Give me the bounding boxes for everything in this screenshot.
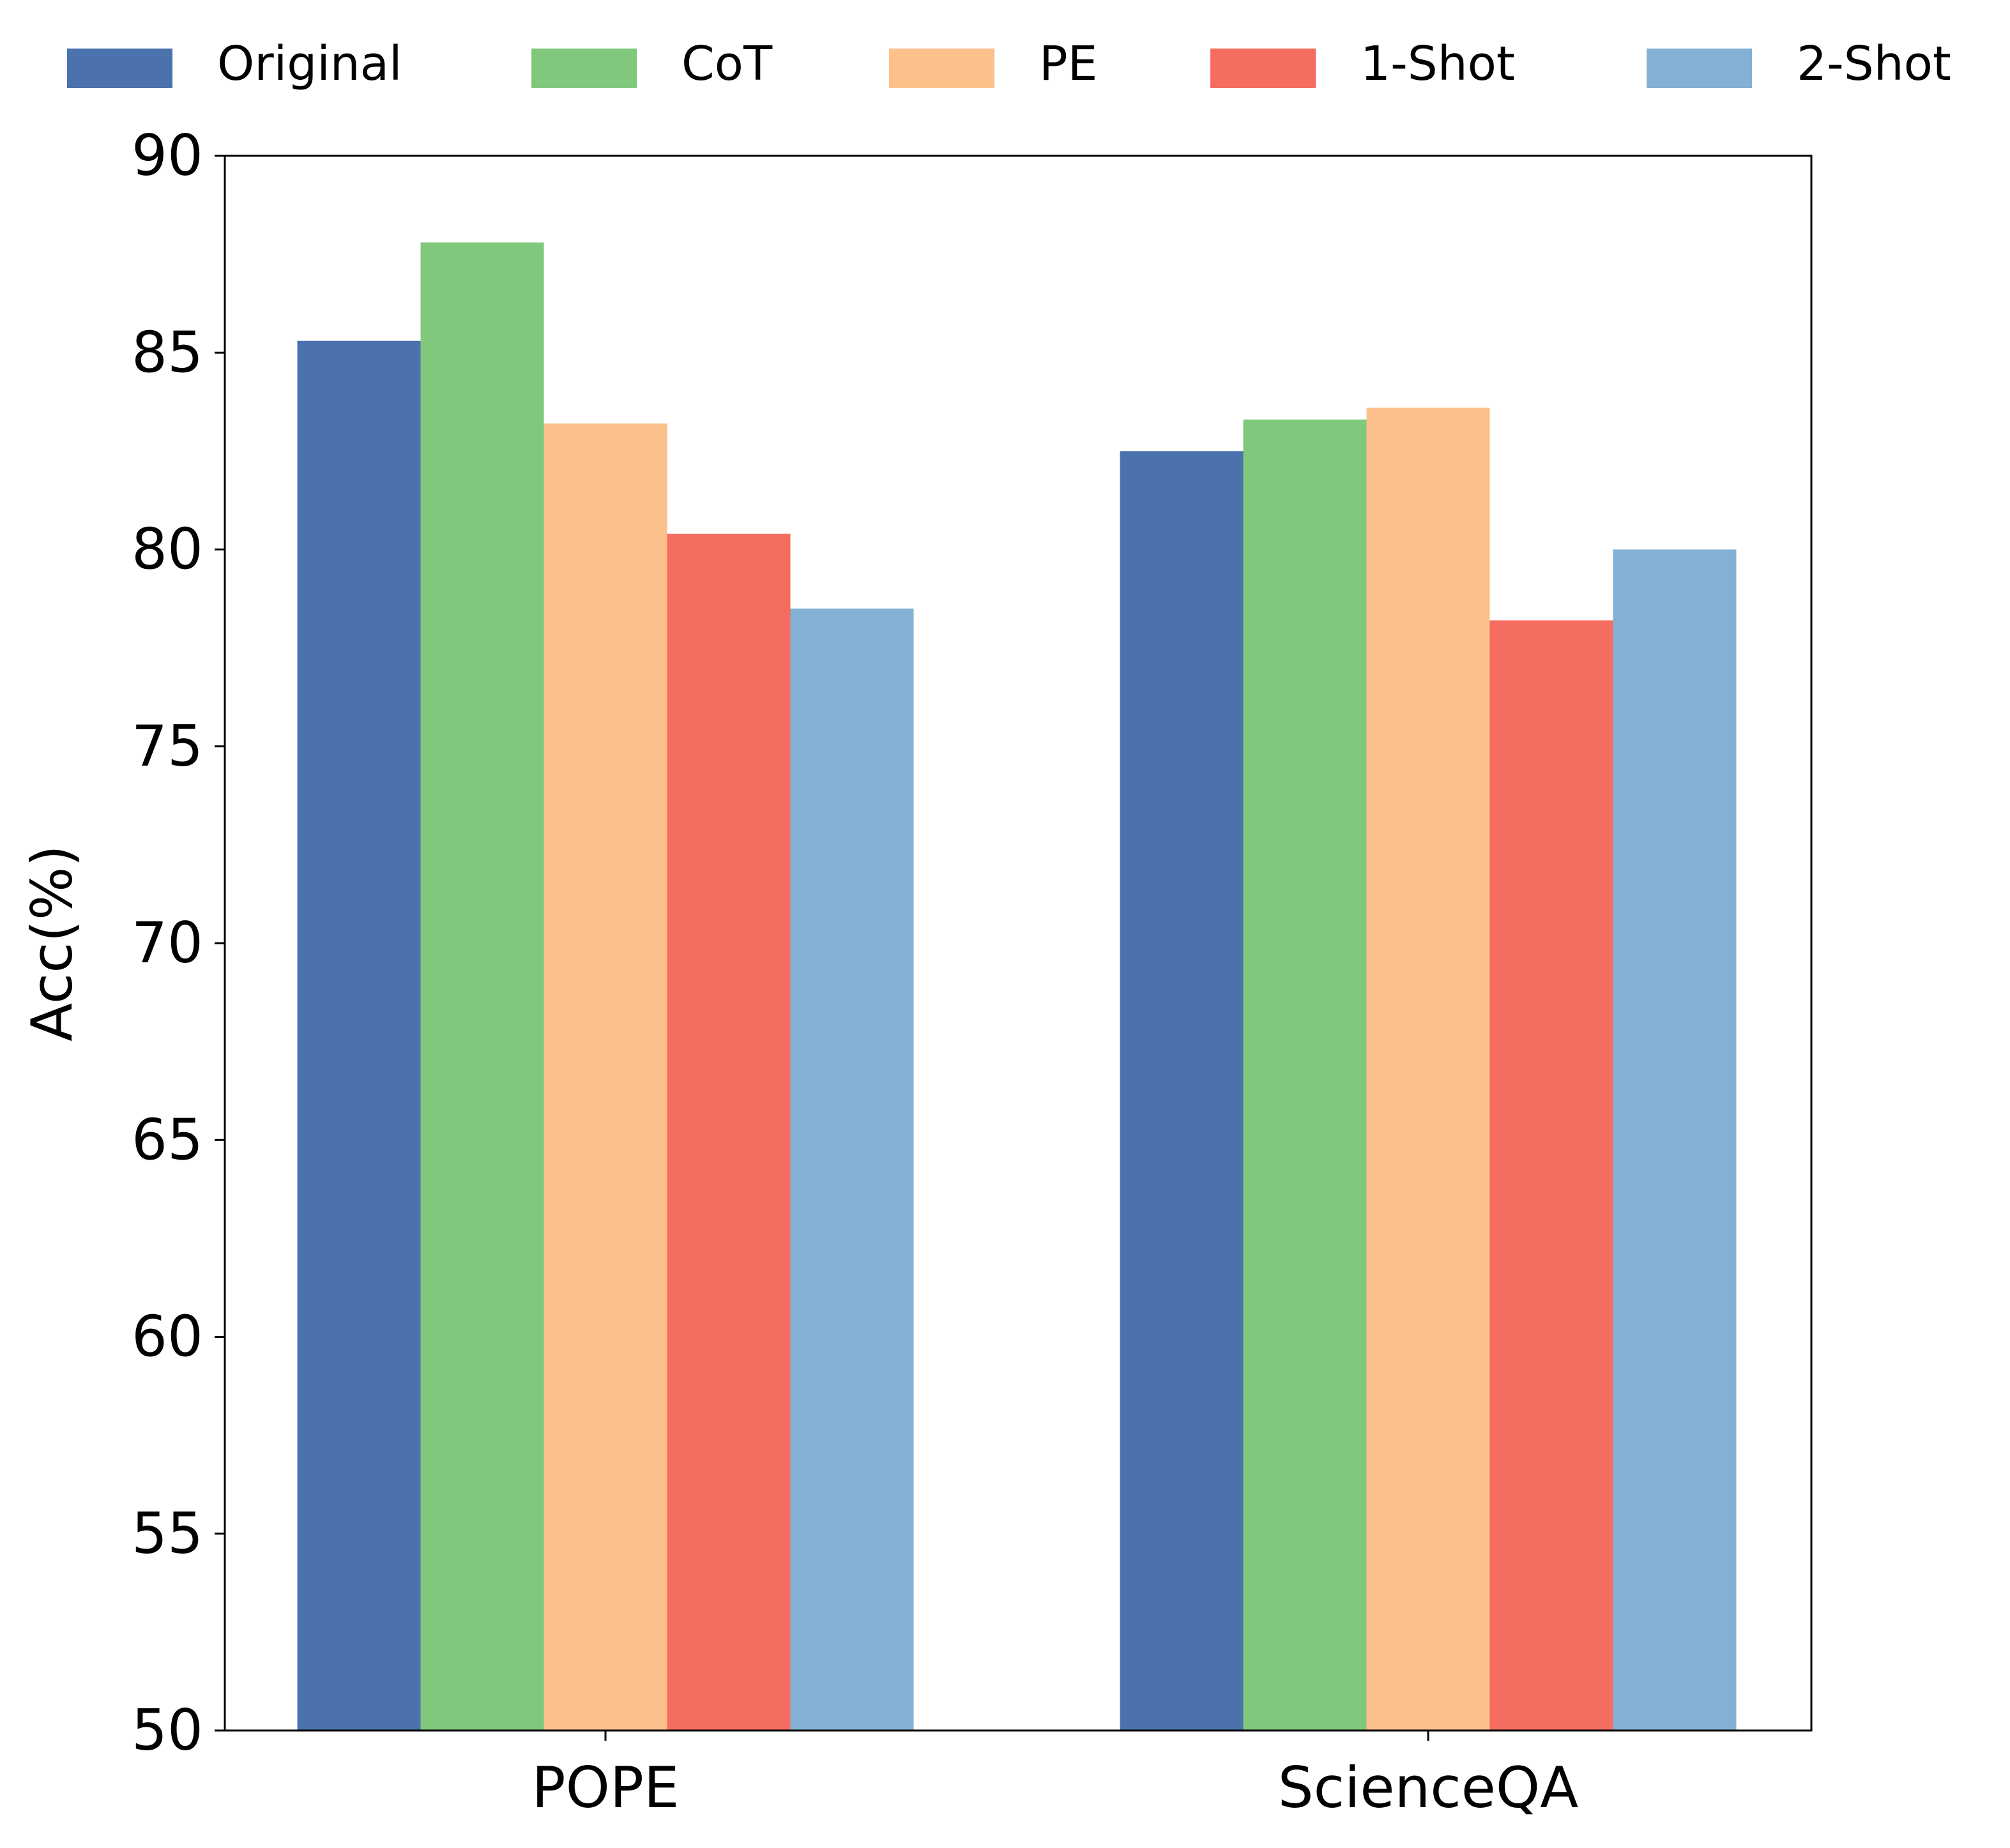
- bar-scienceqa-pe: [1366, 407, 1490, 1731]
- y-tick-label: 85: [132, 319, 203, 385]
- y-tick-label: 75: [132, 713, 203, 779]
- legend-label: Original: [217, 36, 402, 91]
- legend-label: 2-Shot: [1797, 36, 1951, 91]
- y-tick-label: 80: [132, 517, 203, 582]
- bar-pope-cot: [420, 242, 544, 1731]
- legend: Original CoT PE 1-Shot 2-Shot: [67, 36, 1951, 91]
- bar-scienceqa-2-shot: [1613, 549, 1737, 1731]
- legend-item-2-shot: 2-Shot: [1647, 36, 1951, 91]
- legend-label: PE: [1039, 36, 1097, 91]
- y-tick-label: 60: [132, 1304, 203, 1370]
- legend-swatch: [1647, 49, 1752, 88]
- bars: [297, 242, 1737, 1731]
- legend-swatch: [67, 49, 172, 88]
- legend-label: CoT: [681, 36, 773, 91]
- legend-item-cot: CoT: [531, 36, 773, 91]
- x-tick-label: POPE: [532, 1755, 680, 1821]
- y-axis-label: Acc(%): [19, 845, 85, 1041]
- legend-item-original: Original: [67, 36, 402, 91]
- y-tick-label: 70: [132, 910, 203, 976]
- bar-scienceqa-cot: [1243, 420, 1367, 1731]
- legend-swatch: [1210, 49, 1316, 88]
- legend-item-1-shot: 1-Shot: [1210, 36, 1515, 91]
- legend-label: 1-Shot: [1360, 36, 1515, 91]
- y-axis: 50 55 60 65 70 75 80 85 90: [132, 123, 225, 1763]
- y-tick-label: 55: [132, 1501, 203, 1566]
- bar-pope-original: [297, 340, 421, 1731]
- x-tick-label: ScienceQA: [1278, 1755, 1579, 1821]
- bar-pope-2-shot: [790, 608, 914, 1731]
- legend-swatch: [889, 49, 994, 88]
- legend-item-pe: PE: [889, 36, 1097, 91]
- bar-pope-pe: [544, 423, 667, 1731]
- bar-scienceqa-1-shot: [1489, 620, 1613, 1731]
- x-axis: POPE ScienceQA: [532, 1731, 1579, 1821]
- y-tick-label: 90: [132, 123, 203, 188]
- legend-swatch: [531, 49, 637, 88]
- bar-scienceqa-original: [1120, 451, 1244, 1731]
- y-tick-label: 50: [132, 1697, 203, 1763]
- bar-pope-1-shot: [667, 533, 791, 1731]
- y-tick-label: 65: [132, 1107, 203, 1172]
